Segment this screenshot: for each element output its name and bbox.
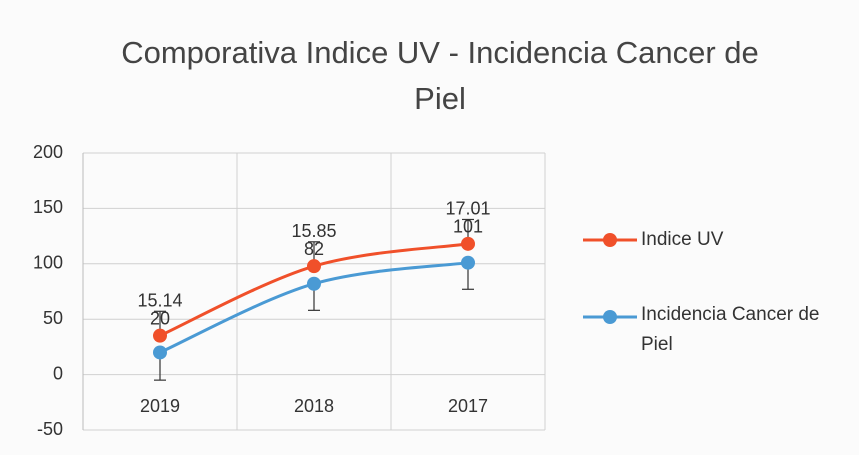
legend-marker: [603, 310, 617, 324]
y-tick-label: 0: [53, 363, 63, 383]
y-tick-label: 50: [43, 308, 63, 328]
x-tick-label: 2019: [140, 396, 180, 416]
point: [153, 328, 167, 343]
legend-label: Indice UV: [641, 229, 724, 250]
point: [307, 259, 321, 274]
y-tick-label: 150: [33, 197, 63, 217]
legend-label: Incidencia Cancer de Piel: [641, 304, 820, 355]
data-label: 20: [150, 308, 170, 328]
data-label: 17.01: [445, 199, 490, 219]
data-label: 101: [453, 217, 483, 237]
point: [153, 345, 167, 360]
point: [461, 255, 475, 270]
chart-title: Comporativa Indice UV - Incidencia Cance…: [121, 35, 759, 116]
data-label: 15.14: [137, 290, 182, 310]
data-label: 82: [304, 239, 324, 259]
point: [461, 236, 475, 251]
point: [307, 276, 321, 291]
y-tick-label: 100: [33, 253, 63, 273]
legend-marker: [603, 233, 617, 247]
y-tick-label: 200: [33, 142, 63, 162]
data-label: 15.85: [291, 221, 336, 241]
x-tick-label: 2017: [448, 396, 488, 416]
x-tick-label: 2018: [294, 396, 334, 416]
y-tick-label: -50: [37, 419, 63, 439]
